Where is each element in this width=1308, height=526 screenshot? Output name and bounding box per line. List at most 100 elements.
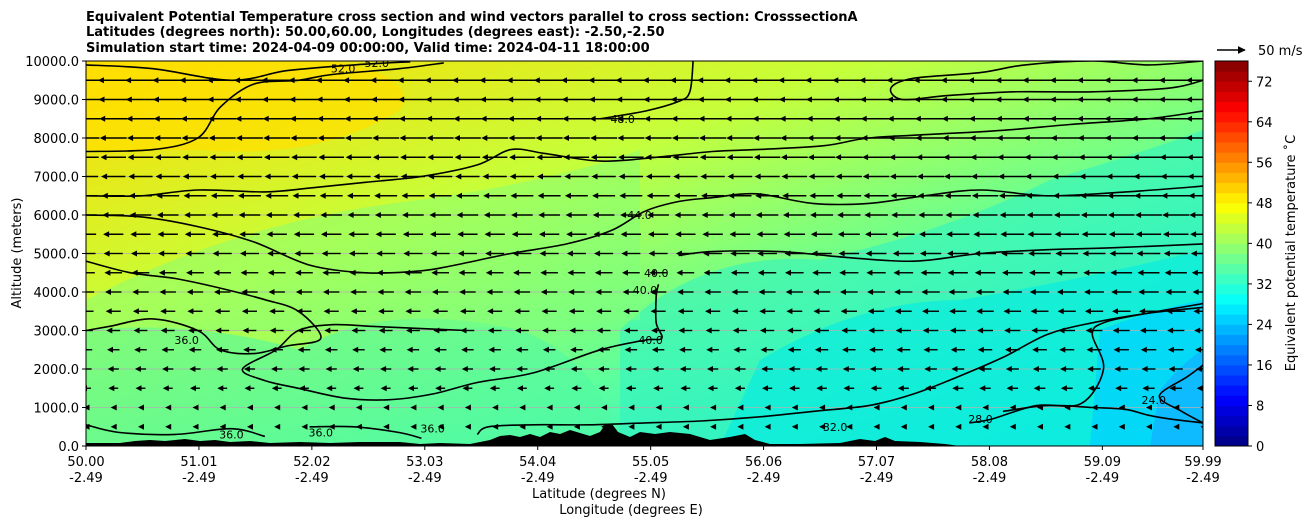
wind-vector — [98, 96, 128, 103]
wind-vector — [183, 192, 207, 199]
wind-vector — [1002, 289, 1022, 295]
wind-vector — [315, 77, 347, 84]
wind-vector — [317, 135, 345, 141]
wind-vector — [730, 269, 749, 276]
wind-vector — [534, 96, 564, 103]
colorbar-swatch — [1215, 364, 1248, 376]
wind-vector — [672, 154, 699, 161]
wind-vector — [785, 289, 803, 295]
wind-vector — [135, 385, 146, 392]
wind-vector — [1167, 327, 1185, 334]
colorbar-swatch — [1215, 182, 1248, 194]
wind-vector — [206, 77, 238, 84]
wind-vector — [730, 250, 750, 257]
y-axis: 0.0 1000.0 2000.0 3000.0 4000.0 5000.0 6000.0 7… — [25, 55, 86, 455]
wind-vector — [188, 327, 202, 334]
wind-vector — [244, 385, 255, 392]
wind-vector — [780, 135, 809, 141]
wind-vector — [242, 327, 257, 334]
wind-vector — [424, 77, 456, 84]
wind-vector — [645, 154, 671, 161]
wind-vector — [240, 269, 259, 276]
wind-vector — [298, 366, 310, 372]
wind-vector — [755, 192, 779, 199]
wind-vector — [519, 423, 526, 430]
wind-vector — [262, 115, 291, 122]
wind-vector — [1190, 250, 1203, 257]
wind-vector — [350, 289, 367, 295]
wind-vector — [618, 173, 643, 180]
wind-vector — [299, 385, 309, 392]
wind-vector — [571, 385, 582, 392]
wind-vector — [180, 115, 210, 122]
x-tick-lon-label: -2.49 — [295, 471, 329, 486]
wind-vector — [134, 366, 147, 372]
wind-vector — [974, 269, 996, 276]
wind-vector — [618, 154, 644, 161]
wind-vector — [1169, 385, 1182, 392]
wind-vector — [789, 385, 800, 392]
wind-vector — [1132, 154, 1165, 161]
wind-vector — [596, 308, 612, 315]
wind-vector — [1190, 231, 1203, 238]
wind-vector — [1005, 346, 1020, 353]
colorbar-tick-label: 8 — [1256, 399, 1264, 414]
wind-vector — [158, 250, 178, 257]
wind-vector — [569, 327, 584, 334]
wind-vector — [239, 231, 260, 238]
wind-vector — [731, 289, 749, 295]
wind-vector — [1112, 327, 1130, 334]
wind-vector — [865, 250, 887, 257]
x-tick-lat-label: 57.07 — [858, 455, 895, 470]
wind-vector — [324, 327, 339, 334]
wind-vector — [322, 269, 341, 276]
colorbar-swatch — [1215, 304, 1248, 315]
wind-vector — [377, 289, 394, 295]
wind-vector — [673, 192, 697, 199]
wind-vector — [1052, 173, 1082, 180]
wind-vector — [728, 192, 752, 199]
wind-vector — [209, 154, 235, 161]
wind-vector — [724, 77, 756, 84]
colorbar-swatch — [1215, 192, 1248, 204]
wind-vector — [86, 79, 102, 81]
wind-vector — [207, 96, 237, 103]
wind-vector — [1166, 308, 1186, 315]
wind-vector — [814, 327, 829, 334]
colorbar-swatch — [1215, 202, 1248, 214]
wind-vector — [429, 212, 451, 218]
wind-vector — [265, 192, 289, 199]
wind-vector — [1078, 154, 1110, 161]
wind-vector — [761, 366, 773, 372]
wind-vector — [728, 212, 751, 218]
contour-line-36 — [476, 306, 1203, 436]
wind-vector — [483, 212, 506, 218]
wind-vector — [261, 77, 293, 84]
wind-vector — [216, 346, 229, 353]
wind-vector — [132, 308, 149, 315]
colorbar-tick-label: 32 — [1256, 278, 1273, 293]
wind-vector — [1162, 212, 1190, 218]
colorbar-swatch — [1215, 233, 1248, 244]
wind-vector — [263, 135, 291, 141]
wind-vector — [703, 250, 723, 257]
wind-vector — [674, 212, 697, 218]
wind-vector — [1037, 423, 1043, 430]
wind-vector — [1109, 250, 1133, 257]
wind-vector — [347, 212, 370, 218]
wind-vector — [813, 308, 830, 315]
wind-vector — [542, 327, 557, 334]
wind-vector — [1133, 173, 1164, 180]
wind-vector — [1059, 346, 1075, 353]
contour-line-52 — [86, 61, 411, 82]
wind-vector — [920, 269, 941, 276]
wind-vector — [217, 385, 228, 392]
wind-vector — [383, 423, 390, 430]
wind-vector — [710, 423, 717, 430]
wind-vector — [1006, 385, 1019, 392]
wind-vector — [296, 308, 312, 315]
wind-vector — [890, 192, 917, 199]
wind-vector — [653, 385, 664, 392]
wind-vector — [86, 272, 95, 274]
wind-vector — [1135, 231, 1162, 238]
